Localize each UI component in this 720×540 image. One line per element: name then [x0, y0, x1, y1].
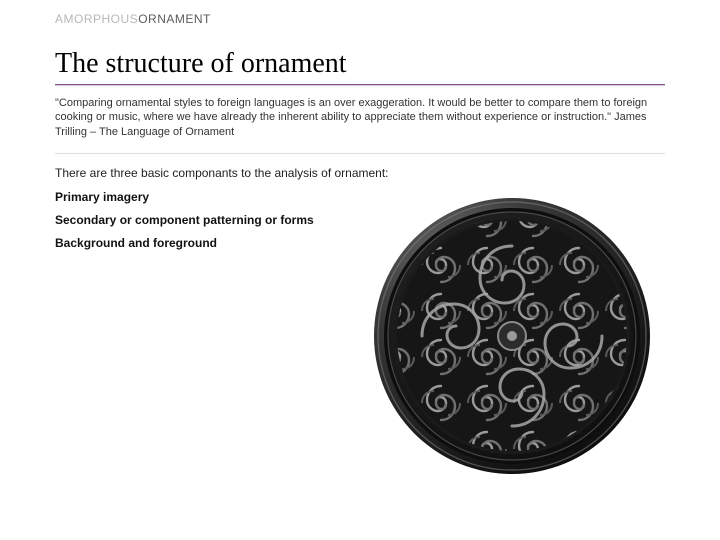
- epigraph-quote: "Comparing ornamental styles to foreign …: [55, 96, 665, 139]
- header-word-2: ORNAMENT: [138, 12, 211, 26]
- ornament-medallion-image: [372, 196, 652, 476]
- header-word-1: AMORPHOUS: [55, 12, 138, 26]
- intro-text: There are three basic componants to the …: [55, 166, 665, 180]
- page-title: The structure of ornament: [55, 48, 665, 85]
- medallion-icon: [372, 196, 652, 476]
- site-header: AMORPHOUSORNAMENT: [0, 0, 720, 26]
- section-divider: [55, 153, 665, 154]
- title-underline-secondary: [55, 85, 665, 86]
